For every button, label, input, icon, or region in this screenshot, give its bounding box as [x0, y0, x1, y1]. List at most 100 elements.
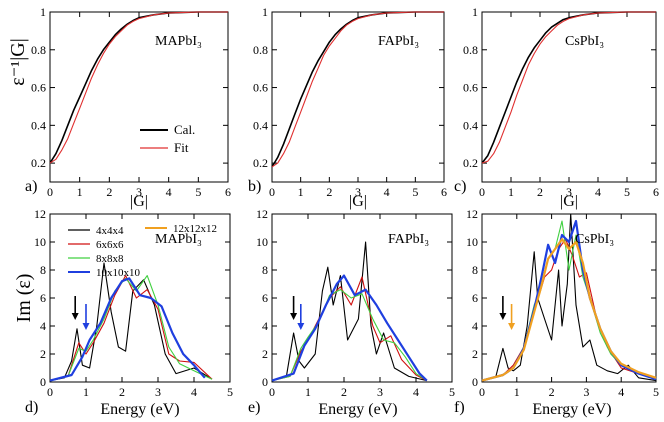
- y-tick-label: 10: [34, 235, 46, 249]
- panel-letter: c): [454, 178, 466, 195]
- material-label: MAPbI₃: [155, 34, 202, 49]
- y-tick-label: 0.2: [463, 156, 478, 170]
- x-tick-label: 1: [508, 185, 514, 199]
- x-tick-label: 3: [566, 185, 572, 199]
- x-tick-label: 2: [341, 385, 347, 399]
- x-axis-label: |G|: [130, 193, 148, 210]
- x-tick-label: 1: [514, 385, 520, 399]
- arrow-head: [82, 323, 90, 330]
- x-tick-label: 3: [583, 385, 589, 399]
- x-tick-label: 2: [119, 385, 125, 399]
- ylabel-bottom: Im (ε): [13, 274, 35, 323]
- panel-b: 0 1 2 3 4 5 6 0.2 0.4 0.6 0.8 1 FAPbI₃ b) |G|: [248, 5, 447, 210]
- x-tick-label: 0: [269, 185, 275, 199]
- x-tick-label: 6: [653, 185, 659, 199]
- legend-label: Fit: [174, 140, 189, 155]
- series-line-6x6x6: [49, 275, 213, 382]
- y-tick-label: 2: [262, 347, 268, 361]
- series-line-Fit: [49, 11, 228, 164]
- y-tick-label: 2: [40, 347, 46, 361]
- series-line-Fit: [271, 11, 444, 168]
- x-tick-label: 0: [269, 385, 275, 399]
- x-tick-label: 3: [136, 185, 142, 199]
- x-axis-label: |G|: [349, 193, 367, 210]
- x-tick-label: 1: [83, 385, 89, 399]
- series-line-6x6x6: [271, 276, 428, 382]
- x-tick-label: 5: [624, 185, 630, 199]
- x-axis-label: Energy (eV): [318, 401, 397, 418]
- arrow-head: [508, 323, 516, 330]
- legend: 4x4x4 6x6x6 8x8x8 10x10x10 12x12x12: [68, 223, 217, 279]
- x-tick-label: 2: [326, 185, 332, 199]
- y-tick-label: 0.6: [253, 81, 268, 95]
- y-tick-label: 1: [472, 5, 478, 19]
- y-tick-label: 0.6: [463, 81, 478, 95]
- y-tick-label: 6: [262, 291, 268, 305]
- series-line-10x10x10: [49, 277, 206, 382]
- x-axis-label: Energy (eV): [100, 401, 179, 418]
- panel-letter: f): [454, 399, 465, 416]
- y-tick-label: 0.4: [31, 118, 46, 132]
- x-tick-label: 1: [305, 385, 311, 399]
- y-tick-label: 0.6: [31, 81, 46, 95]
- series-line-8x8x8: [271, 289, 428, 382]
- legend-label: Cal.: [174, 122, 195, 137]
- x-tick-label: 5: [449, 385, 455, 399]
- y-tick-label: 12: [256, 207, 268, 221]
- arrow-head: [297, 323, 305, 330]
- x-tick-label: 0: [479, 185, 485, 199]
- x-tick-label: 6: [225, 185, 231, 199]
- panel-letter: d): [25, 399, 38, 416]
- series-line-8x8x8: [49, 275, 213, 382]
- legend-label: 12x12x12: [173, 223, 217, 235]
- material-label: FAPbI₃: [378, 34, 419, 49]
- y-tick-label: 4: [472, 319, 478, 333]
- material-label: CsPbI₃: [565, 34, 604, 49]
- legend-label: 4x4x4: [96, 225, 124, 237]
- x-tick-label: 5: [227, 385, 233, 399]
- x-tick-label: 4: [384, 185, 390, 199]
- plot-frame: [49, 213, 231, 383]
- x-tick-label: 4: [595, 185, 601, 199]
- y-tick-label: 0.4: [253, 118, 268, 132]
- ylabel-top: ε⁻¹|G|: [7, 38, 29, 85]
- x-tick-label: 4: [191, 385, 197, 399]
- x-tick-label: 5: [195, 185, 201, 199]
- y-tick-label: 0: [472, 375, 478, 389]
- legend-label: 8x8x8: [96, 253, 124, 265]
- arrow-head: [290, 313, 298, 320]
- panel-c: 0 1 2 3 4 5 6 0.2 0.4 0.6 0.8 1 CsPbI₃ c) |G|: [454, 5, 659, 210]
- y-tick-label: 0.2: [31, 156, 46, 170]
- material-label: FAPbI₃: [388, 232, 429, 247]
- y-tick-label: 0: [262, 375, 268, 389]
- series-line-4x4x4: [271, 241, 427, 382]
- x-tick-label: 3: [355, 185, 361, 199]
- y-tick-label: 0.2: [253, 156, 268, 170]
- y-tick-label: 0.8: [31, 43, 46, 57]
- x-tick-label: 2: [106, 185, 112, 199]
- y-tick-label: 4: [40, 319, 46, 333]
- y-tick-label: 8: [40, 263, 46, 277]
- legend: Cal. Fit: [140, 122, 195, 155]
- series-line-10x10x10: [271, 274, 428, 382]
- series-line-6x6x6: [481, 238, 657, 382]
- y-tick-label: 1: [262, 5, 268, 19]
- y-tick-label: 12: [466, 207, 478, 221]
- series-line-Fit: [481, 11, 656, 164]
- x-tick-label: 4: [618, 385, 624, 399]
- x-tick-label: 1: [77, 185, 83, 199]
- x-axis-label: Energy (eV): [532, 401, 611, 418]
- y-tick-label: 0: [40, 375, 46, 389]
- y-tick-label: 0.4: [463, 118, 478, 132]
- y-tick-label: 4: [262, 319, 268, 333]
- material-label: MAPbI₃: [155, 232, 202, 247]
- y-tick-label: 0.8: [253, 43, 268, 57]
- panel-letter: a): [25, 178, 37, 195]
- panel-a: 0 1 2 3 4 5 6 0.2 0.4 0.6 0.8 1 MAPbI₃ a) |G| Cal. Fit: [25, 5, 231, 210]
- y-tick-label: 10: [466, 235, 478, 249]
- x-axis-label: |G|: [560, 193, 578, 210]
- series-line-12x12x12: [481, 238, 657, 382]
